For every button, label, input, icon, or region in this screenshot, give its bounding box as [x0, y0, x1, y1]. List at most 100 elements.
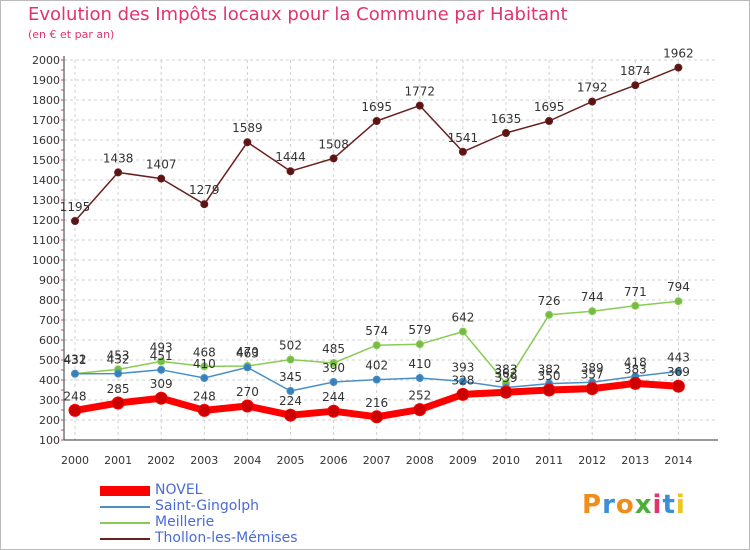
- data-label-thollon-les-m-mises: 1635: [491, 112, 522, 126]
- data-label-meillerie: 485: [322, 342, 345, 356]
- x-tick-label: 2004: [233, 454, 261, 467]
- data-point-thollon-les-m-mises: [631, 81, 640, 90]
- data-point-novel: [413, 403, 427, 417]
- x-tick-label: 2000: [61, 454, 89, 467]
- data-point-novel: [628, 376, 642, 390]
- data-point-novel: [68, 403, 82, 417]
- data-point-saint-gingolph: [415, 374, 424, 382]
- data-point-meillerie: [200, 362, 209, 371]
- data-label-saint-gingolph: 389: [581, 361, 604, 375]
- data-point-meillerie: [372, 341, 381, 350]
- y-tick-label: 900: [39, 274, 60, 287]
- data-label-meillerie: 771: [624, 285, 647, 299]
- data-label-saint-gingolph: 431: [64, 353, 87, 367]
- y-tick-label: 1300: [32, 194, 60, 207]
- y-tick-label: 1200: [32, 214, 60, 227]
- y-tick-label: 100: [39, 434, 60, 447]
- data-point-novel: [585, 382, 599, 396]
- data-label-saint-gingolph: 443: [667, 350, 690, 364]
- x-tick-label: 2011: [535, 454, 563, 467]
- data-label-novel: 252: [408, 389, 431, 403]
- y-tick-label: 1500: [32, 154, 60, 167]
- y-tick-label: 1900: [32, 74, 60, 87]
- data-point-saint-gingolph: [458, 377, 467, 386]
- data-label-saint-gingolph: 451: [150, 349, 173, 363]
- x-tick-label: 2013: [621, 454, 649, 467]
- legend-label-novel: NOVEL: [155, 482, 203, 498]
- data-label-novel: 350: [538, 369, 561, 383]
- data-label-saint-gingolph: 402: [365, 359, 388, 373]
- data-label-novel: 383: [624, 362, 647, 376]
- data-label-thollon-les-m-mises: 1962: [663, 47, 694, 61]
- data-label-novel: 248: [64, 389, 87, 403]
- data-label-meillerie: 432: [64, 353, 87, 367]
- legend-swatch-meillerie: [100, 522, 150, 524]
- proxiti-logo: Proxiti: [582, 490, 686, 520]
- y-tick-label: 400: [39, 374, 60, 387]
- data-label-thollon-les-m-mises: 1792: [577, 81, 608, 95]
- data-point-novel: [671, 379, 685, 393]
- data-label-novel: 357: [581, 368, 604, 382]
- data-label-meillerie: 383: [495, 362, 518, 376]
- data-label-thollon-les-m-mises: 1279: [189, 183, 220, 197]
- plot-area: [64, 60, 718, 440]
- y-tick-label: 2000: [32, 54, 60, 67]
- data-point-thollon-les-m-mises: [458, 147, 467, 156]
- data-label-thollon-les-m-mises: 1541: [448, 131, 479, 145]
- data-label-thollon-les-m-mises: 1874: [620, 64, 651, 78]
- data-point-thollon-les-m-mises: [415, 101, 424, 110]
- data-label-meillerie: 470: [236, 345, 259, 359]
- data-point-novel: [370, 410, 384, 424]
- y-tick-label: 300: [39, 394, 60, 407]
- data-label-thollon-les-m-mises: 1695: [361, 100, 392, 114]
- data-point-thollon-les-m-mises: [502, 129, 510, 137]
- data-point-meillerie: [631, 301, 640, 310]
- x-tick-label: 2010: [492, 454, 520, 467]
- data-point-saint-gingolph: [243, 363, 252, 372]
- data-point-novel: [154, 391, 168, 405]
- x-tick-label: 2012: [578, 454, 606, 467]
- data-label-saint-gingolph: 463: [236, 346, 259, 360]
- data-point-meillerie: [329, 359, 338, 367]
- data-label-saint-gingolph: 382: [538, 363, 561, 377]
- data-point-thollon-les-m-mises: [674, 63, 683, 72]
- data-point-saint-gingolph: [286, 387, 295, 395]
- y-tick-label: 200: [39, 414, 60, 427]
- data-point-meillerie: [545, 310, 554, 319]
- data-label-novel: 216: [365, 396, 388, 410]
- legend-swatch-thollon: [100, 538, 150, 540]
- data-label-thollon-les-m-mises: 1508: [318, 137, 349, 151]
- data-label-novel: 285: [107, 382, 130, 396]
- y-tick-label: 600: [39, 334, 60, 347]
- data-label-thollon-les-m-mises: 1444: [275, 150, 306, 164]
- y-tick-label: 500: [39, 354, 60, 367]
- legend-label-meillerie: Meillerie: [155, 514, 215, 530]
- x-tick-label: 2009: [449, 454, 477, 467]
- data-label-saint-gingolph: 393: [451, 360, 474, 374]
- data-label-meillerie: 794: [667, 280, 690, 294]
- data-point-thollon-les-m-mises: [372, 117, 381, 125]
- data-point-thollon-les-m-mises: [588, 97, 597, 106]
- data-point-thollon-les-m-mises: [286, 167, 295, 176]
- data-point-novel: [327, 404, 341, 418]
- y-tick-label: 1800: [32, 94, 60, 107]
- x-tick-label: 2005: [277, 454, 305, 467]
- legend-swatch-novel: [100, 486, 150, 496]
- data-label-saint-gingolph: 432: [107, 353, 130, 367]
- legend-label-saint-gingolph: Saint-Gingolph: [155, 498, 259, 514]
- data-label-saint-gingolph: 362: [495, 367, 518, 381]
- data-point-novel: [542, 383, 556, 397]
- y-tick-label: 1700: [32, 114, 60, 127]
- data-label-novel: 248: [193, 389, 216, 403]
- data-point-thollon-les-m-mises: [71, 217, 79, 225]
- data-point-novel: [111, 396, 125, 410]
- data-point-thollon-les-m-mises: [200, 200, 209, 209]
- chart-subtitle: (en € et par an): [28, 28, 115, 41]
- data-point-thollon-les-m-mises: [114, 168, 123, 177]
- data-label-saint-gingolph: 345: [279, 370, 302, 384]
- data-label-saint-gingolph: 418: [624, 355, 647, 369]
- y-tick-label: 1100: [32, 234, 60, 247]
- y-tick-label: 1600: [32, 134, 60, 147]
- data-label-thollon-les-m-mises: 1195: [60, 200, 91, 214]
